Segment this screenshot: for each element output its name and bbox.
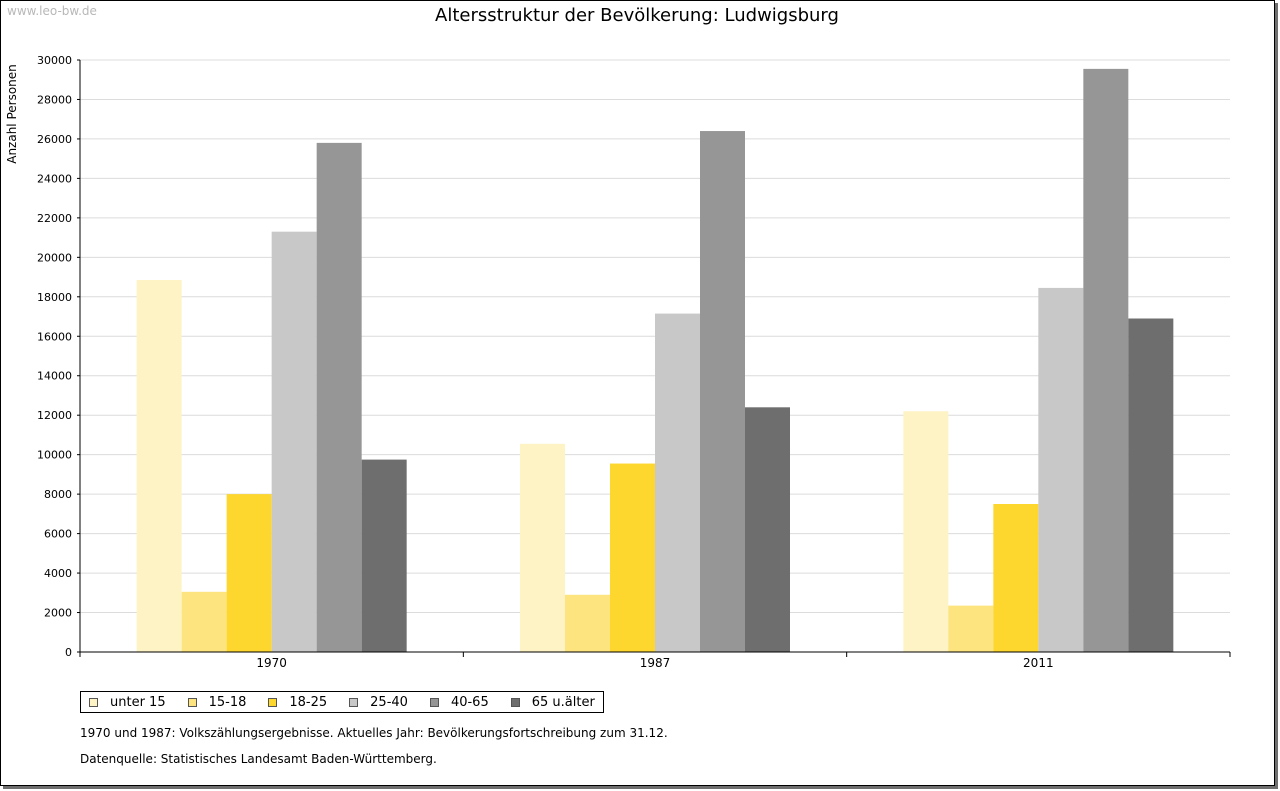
note-census: 1970 und 1987: Volkszählungsergebnisse. … [80, 726, 668, 740]
bar-65-u-lter-2011 [1128, 318, 1174, 652]
x-tick-label: 1970 [256, 656, 287, 670]
legend-swatch [268, 697, 278, 707]
x-tick-label: 1987 [640, 656, 671, 670]
legend-swatch [89, 697, 98, 707]
bar-18-25-1970 [226, 494, 272, 652]
bar-25-40-1970 [271, 231, 317, 652]
y-tick-label: 16000 [37, 330, 72, 343]
bar-unter-15-1987 [520, 443, 565, 652]
tick-labels: 0 2000 4000 6000 8000 10000 12000 14000 16000 180… [37, 54, 1054, 670]
y-tick-label: 2000 [44, 607, 72, 620]
y-tick-label: 24000 [37, 172, 72, 185]
legend-item: 40-65 [429, 694, 489, 710]
y-axis-label: Anzahl Personen [5, 64, 19, 164]
legend-label: 65 u.älter [531, 694, 595, 710]
y-tick-label: 0 [65, 646, 72, 659]
y-tick-label: 8000 [44, 488, 72, 501]
bars [136, 68, 1174, 653]
y-tick-label: 10000 [37, 449, 72, 462]
legend-swatch [429, 697, 439, 707]
y-tick-label: 6000 [44, 528, 72, 541]
legend-label: unter 15 [110, 694, 166, 710]
legend-label: 40-65 [450, 694, 489, 710]
bar-18-25-2011 [993, 504, 1039, 652]
y-tick-label: 26000 [37, 133, 72, 146]
legend-swatch [187, 697, 197, 707]
bar-25-40-1987 [655, 313, 700, 652]
bar-40-65-1987 [700, 131, 745, 653]
bar-15-18-2011 [948, 605, 994, 652]
y-tick-label: 30000 [37, 54, 72, 67]
bar-unter-15-2011 [903, 411, 949, 652]
bar-18-25-1987 [610, 463, 655, 652]
y-tick-label: 28000 [37, 93, 72, 106]
legend-label: 25-40 [370, 694, 408, 710]
bar-40-65-2011 [1083, 68, 1129, 652]
y-tick-label: 14000 [37, 370, 72, 383]
legend-swatch [510, 697, 520, 707]
bar-25-40-2011 [1038, 287, 1084, 652]
y-tick-label: 4000 [44, 567, 72, 580]
bar-15-18-1987 [565, 594, 610, 652]
legend-item: 65 u.älter [510, 694, 595, 710]
legend: unter 15 15-18 18-25 25-40 40-65 65 u.älter [80, 691, 604, 713]
bar-40-65-1970 [316, 142, 362, 652]
watermark: www.leo-bw.de [7, 4, 97, 18]
y-tick-label: 22000 [37, 212, 72, 225]
y-tick-label: 20000 [37, 251, 72, 264]
bar-chart: Altersstruktur der Bevölkerung: Ludwigsb… [5, 5, 1231, 670]
x-tick-label: 2011 [1023, 656, 1054, 670]
legend-label: 18-25 [289, 694, 328, 710]
chart-title: Altersstruktur der Bevölkerung: Ludwigsb… [435, 5, 839, 26]
bar-15-18-1970 [181, 591, 227, 652]
y-tick-label: 18000 [37, 291, 72, 304]
legend-item: 25-40 [349, 695, 408, 710]
bar-65-u-lter-1970 [361, 459, 407, 652]
bar-65-u-lter-1987 [745, 407, 790, 652]
legend-swatch [349, 697, 359, 707]
legend-item: 18-25 [268, 695, 327, 710]
axes [77, 59, 1231, 657]
legend-label: 15-18 [208, 694, 247, 710]
legend-item: 15-18 [187, 694, 247, 710]
note-source: Datenquelle: Statistisches Landesamt Bad… [80, 752, 437, 766]
y-tick-label: 12000 [37, 409, 72, 422]
legend-item: unter 15 [89, 695, 166, 710]
bar-unter-15-1970 [136, 280, 182, 652]
